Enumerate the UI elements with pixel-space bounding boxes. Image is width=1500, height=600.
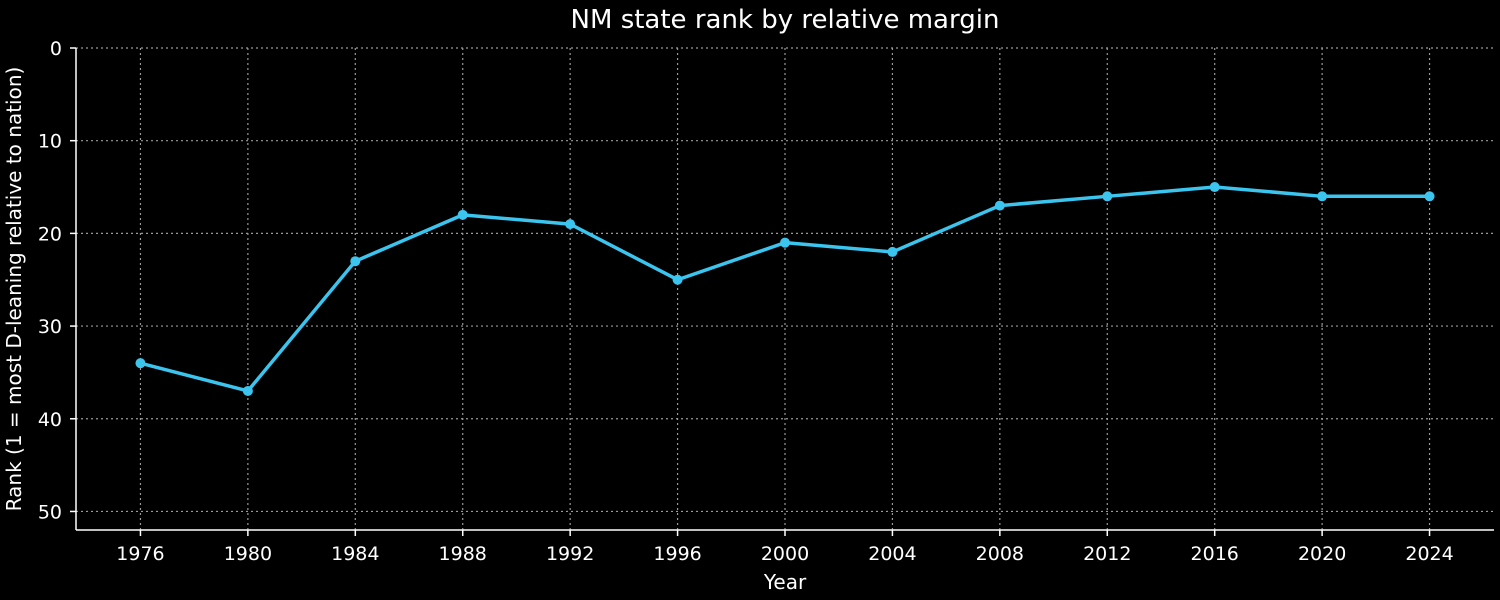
- x-tick-label: 2020: [1298, 543, 1346, 565]
- data-point: [457, 209, 468, 220]
- y-tick-label: 20: [38, 223, 62, 245]
- x-tick-label: 1984: [331, 543, 379, 565]
- y-tick-label: 40: [38, 409, 62, 431]
- data-point: [242, 385, 253, 396]
- x-axis-label: Year: [763, 570, 807, 594]
- chart-title: NM state rank by relative margin: [571, 5, 1000, 35]
- y-tick-label: 30: [38, 316, 62, 338]
- data-point: [1102, 191, 1113, 202]
- data-point: [672, 274, 683, 285]
- x-tick-label: 2008: [976, 543, 1024, 565]
- x-tick-label: 1988: [439, 543, 487, 565]
- grid: [76, 47, 1494, 530]
- data-point: [780, 237, 790, 248]
- y-ticks: 0 10 20 30 40 50: [38, 38, 76, 523]
- data-point: [565, 219, 576, 230]
- data-point: [887, 246, 898, 257]
- y-axis-label: Rank (1 = most D-leaning relative to nat…: [2, 67, 26, 512]
- series-layer: [135, 182, 1435, 396]
- x-tick-label: 1976: [116, 543, 164, 565]
- x-ticks: 1976 1980 1984 1988 1992 1996 2000 2004 2008 2012…: [116, 530, 1454, 565]
- data-point: [1209, 182, 1220, 193]
- x-tick-label: 1992: [546, 543, 594, 565]
- data-point: [1424, 191, 1435, 202]
- data-point: [350, 256, 361, 267]
- data-point: [994, 200, 1005, 211]
- y-tick-label: 0: [50, 38, 62, 60]
- x-tick-label: 2012: [1083, 543, 1131, 565]
- y-tick-label: 10: [38, 131, 62, 153]
- data-point: [135, 358, 146, 369]
- y-tick-label: 50: [38, 501, 62, 523]
- x-tick-label: 2024: [1405, 543, 1453, 565]
- x-tick-label: 2016: [1191, 543, 1239, 565]
- x-tick-label: 1996: [653, 543, 701, 565]
- data-point: [1317, 191, 1328, 202]
- x-tick-label: 2000: [761, 543, 809, 565]
- x-tick-label: 2004: [868, 543, 916, 565]
- x-tick-label: 1980: [224, 543, 272, 565]
